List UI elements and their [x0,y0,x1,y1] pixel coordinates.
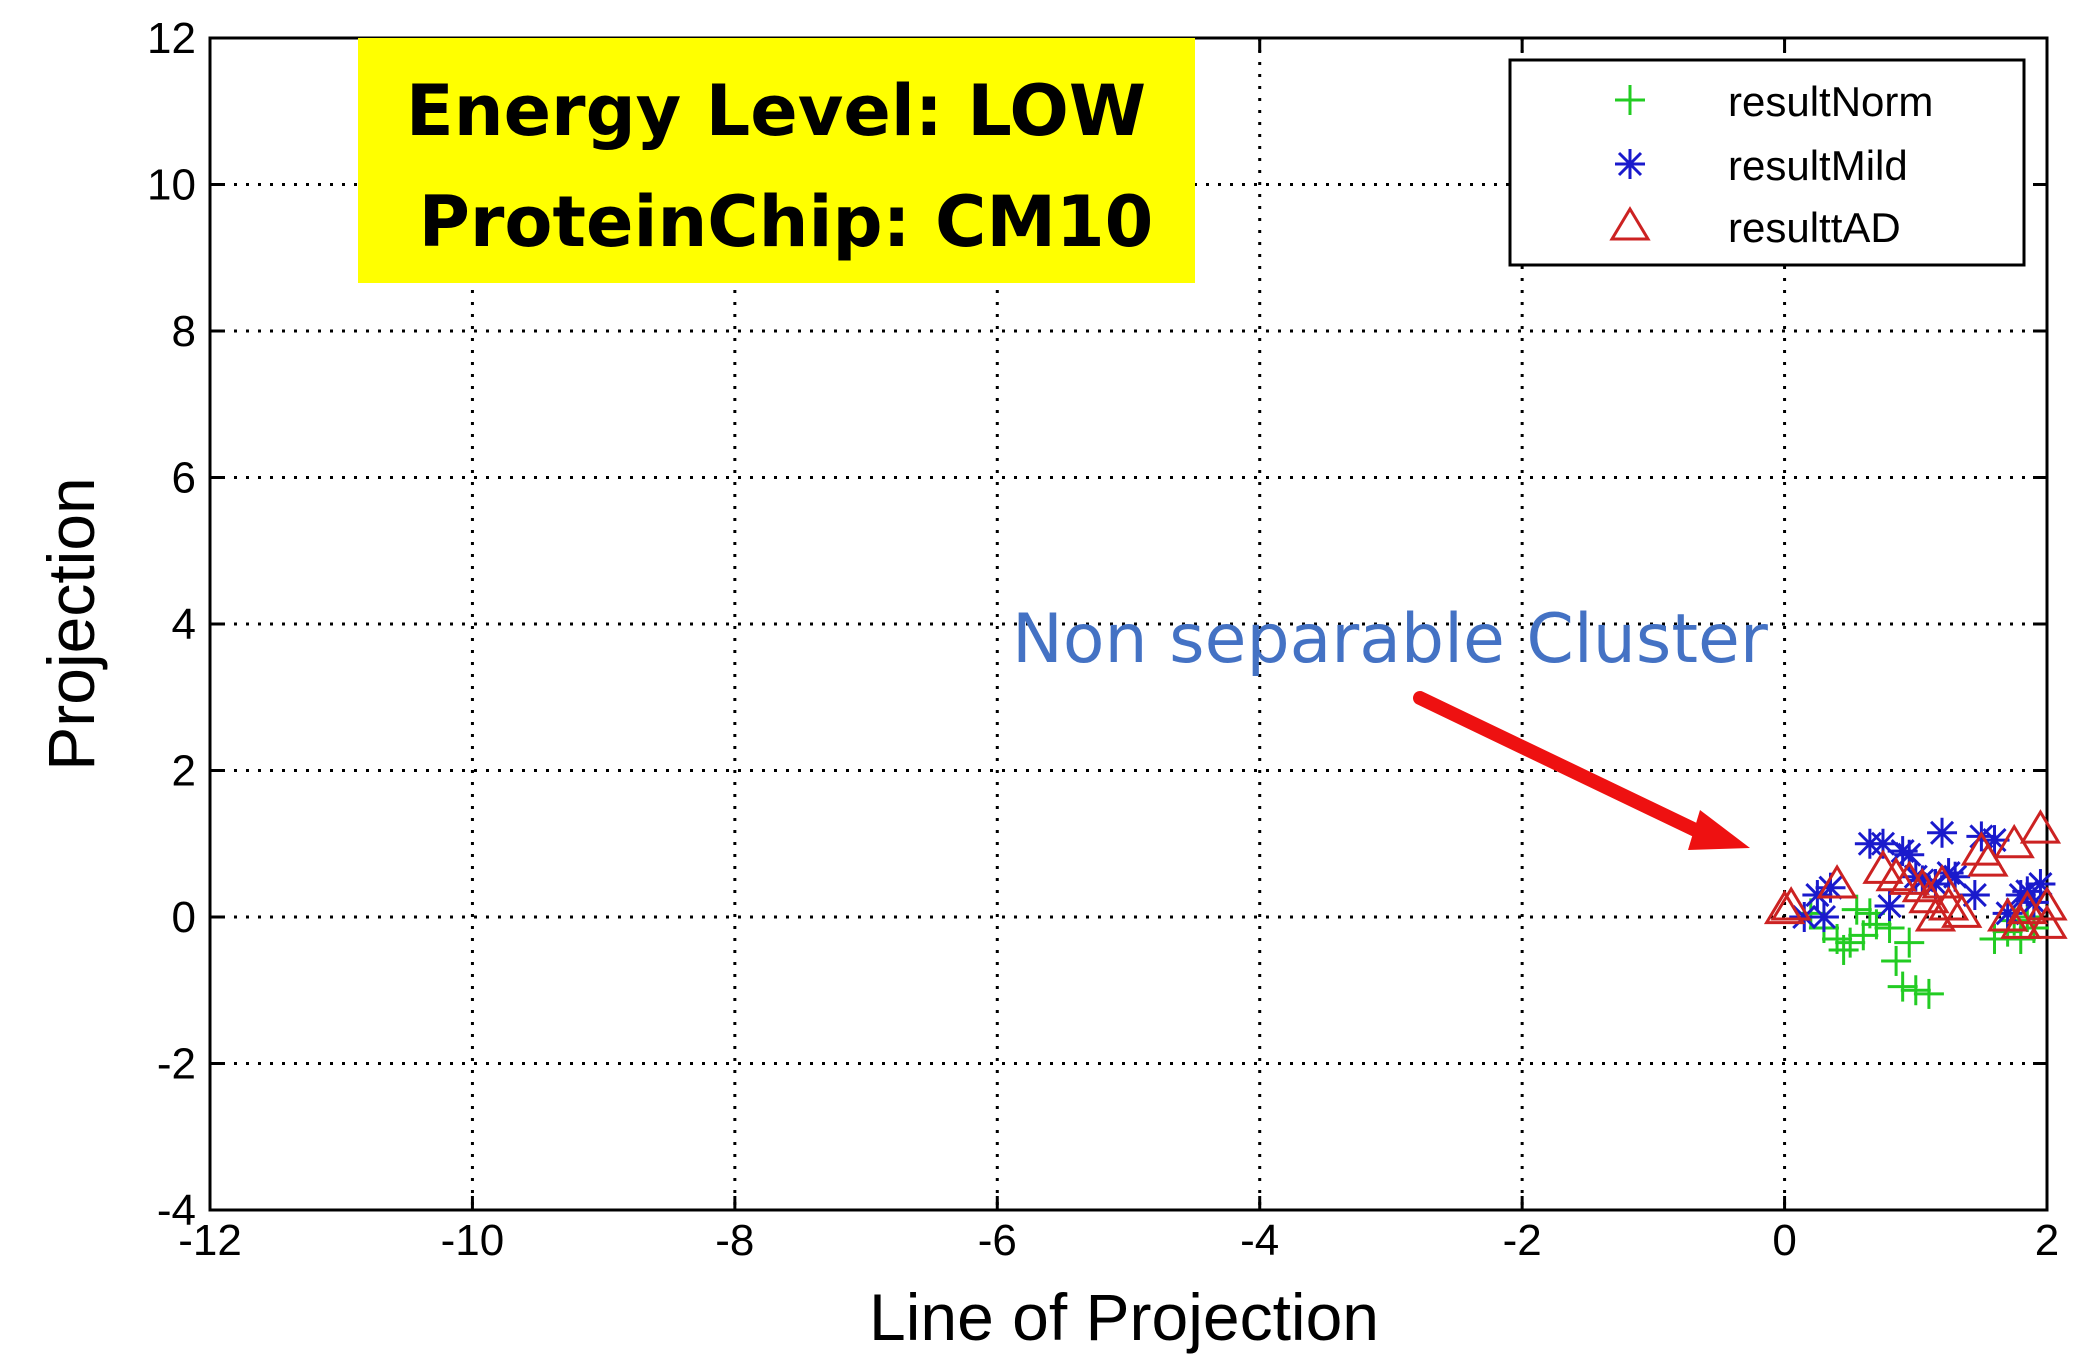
x-tick-label: -4 [1240,1216,1279,1265]
point-triangle [1770,886,1812,921]
point-triangle [1914,897,1957,932]
point-star [1874,891,1905,922]
point-star [1808,902,1839,932]
legend-label-norm: resultNorm [1728,78,1933,125]
legend-label-mild: resultMild [1728,142,1908,189]
x-axis-label: Line of Projection [869,1280,1379,1354]
point-plus [1913,978,1944,1009]
axis-ticks: -12 -10 -8 -6 -4 -2 0 2 -4 -2 0 2 4 6 8 10 12 [147,14,2059,1265]
y-tick-label: -4 [157,1186,196,1235]
point-plus [1841,894,1872,925]
annotation-arrow-head [1688,810,1750,850]
point-star [1959,880,1990,911]
y-tick-label: -2 [157,1040,196,1089]
x-tick-label: 0 [1772,1216,1796,1265]
point-plus [1881,945,1912,976]
y-tick-label: 0 [172,893,196,942]
x-tick-label: -2 [1503,1216,1542,1265]
legend-marker-plus-icon [1615,85,1645,115]
y-tick-label: 10 [147,161,196,210]
point-triangle [1763,889,1806,925]
x-tick-label: 2 [2035,1216,2059,1265]
point-star [1927,817,1958,848]
point-triangle [2019,809,2062,844]
point-plus [1828,934,1859,965]
legend: resultNorm resultMild resulttAD [1508,58,2026,267]
point-plus [1900,975,1931,1006]
point-triangle [2026,886,2068,921]
annotation-arrow-shaft [1413,691,1719,845]
annotation-text: Non separable Cluster [1012,600,1768,679]
legend-marker-star-icon [1615,149,1645,179]
x-tick-label: -10 [441,1216,505,1265]
banner-line-1: Energy Level: LOW [406,70,1146,152]
y-axis-label: Projection [34,477,108,771]
point-plus [1861,909,1892,940]
y-tick-label: 12 [147,14,196,63]
point-plus [1887,971,1918,1002]
y-tick-label: 6 [172,454,196,503]
y-tick-label: 8 [172,307,196,356]
x-tick-label: -8 [715,1216,754,1265]
banner-line-2: ProteinChip: CM10 [419,181,1154,263]
point-triangle [1816,864,1858,899]
legend-box [1508,58,2026,267]
data-points [1763,809,2068,1009]
point-triangle [1967,842,2009,877]
point-plus [1835,927,1866,958]
legend-marker-triangle-icon [1609,206,1651,241]
point-triangle [2026,904,2068,939]
x-tick-label: -12 [178,1216,242,1265]
point-triangle [1875,856,1917,892]
point-triangle [1941,893,1983,928]
point-plus [1894,927,1925,958]
x-tick-label: -6 [978,1216,1017,1265]
banner-box [358,38,1195,283]
y-tick-label: 4 [172,600,196,649]
y-tick-label: 2 [172,747,196,796]
legend-label-ad: resulttAD [1728,204,1901,251]
point-star [1940,861,1971,892]
